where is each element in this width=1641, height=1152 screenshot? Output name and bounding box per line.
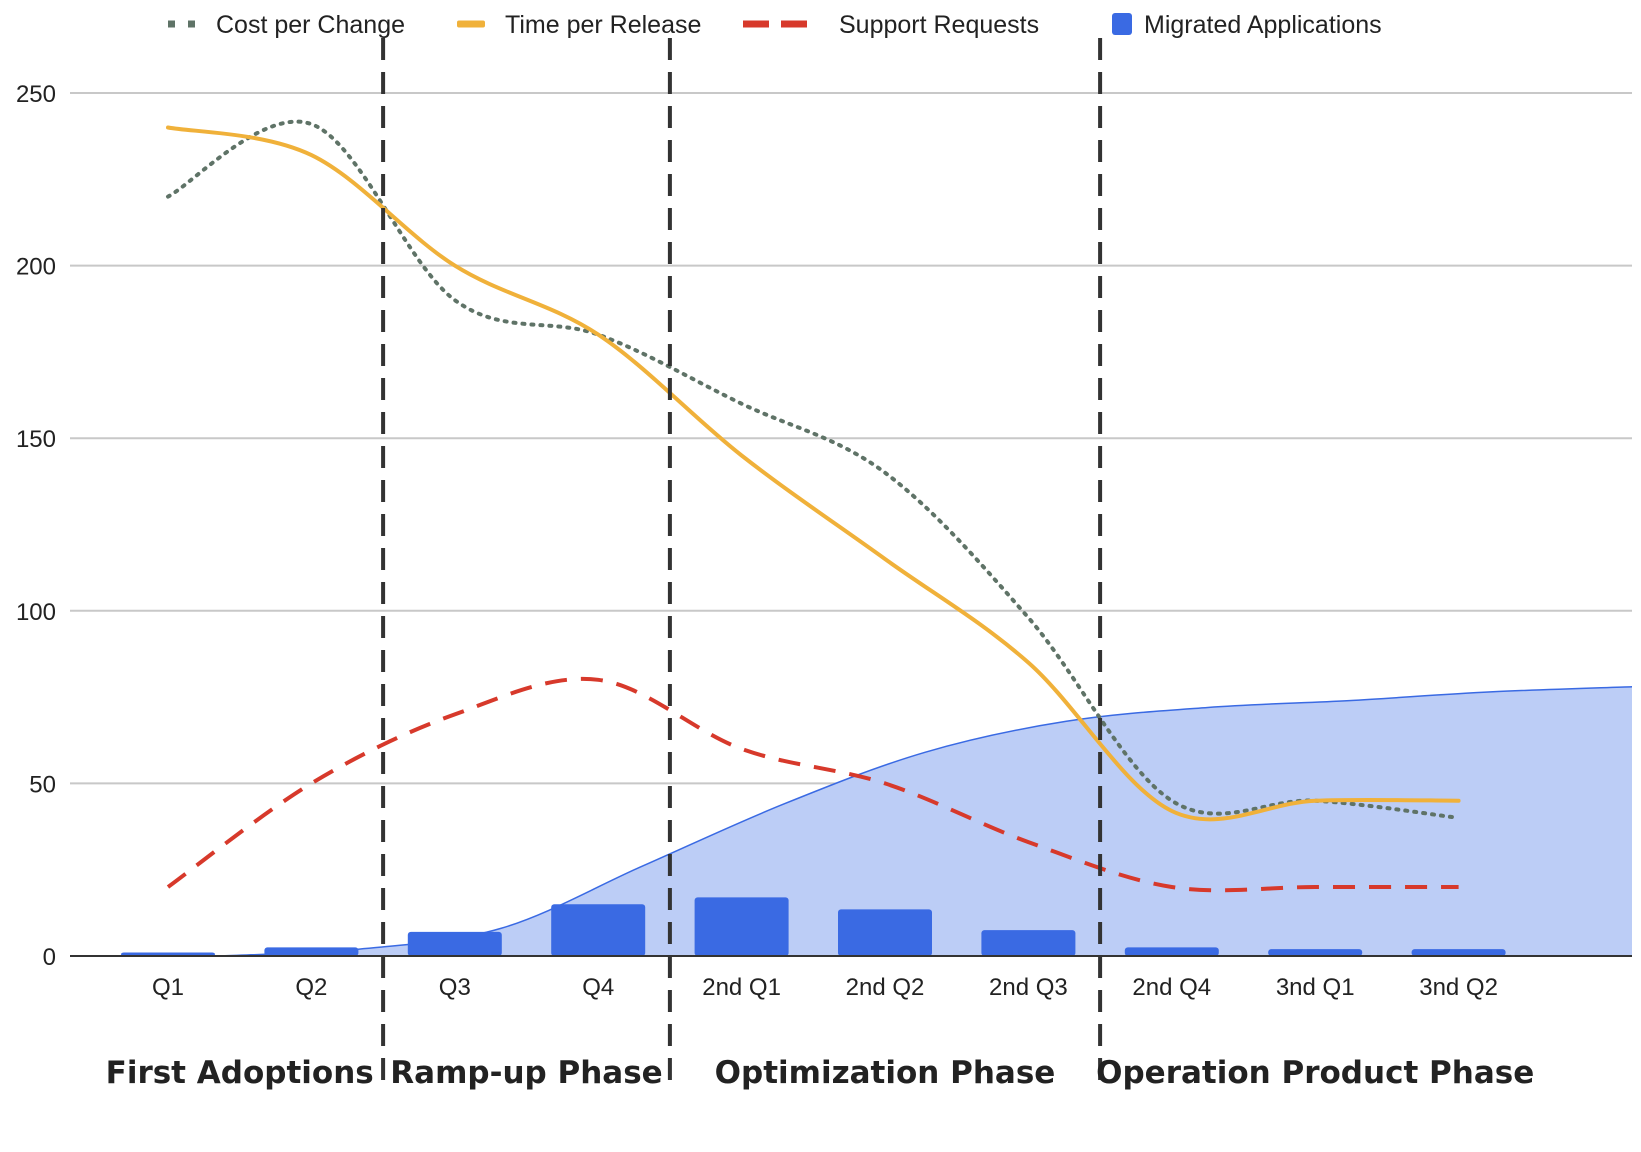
legend-label: Cost per Change xyxy=(216,11,405,39)
y-tick-label: 150 xyxy=(16,426,56,453)
legend-label: Support Requests xyxy=(839,11,1039,39)
x-tick-label: 2nd Q4 xyxy=(1132,974,1211,1001)
bar-5 xyxy=(838,909,932,956)
phase-label: Operation Product Phase xyxy=(1096,1055,1534,1091)
x-tick-label: 2nd Q3 xyxy=(989,974,1068,1001)
x-tick-label: 3nd Q1 xyxy=(1276,974,1355,1001)
y-tick-label: 50 xyxy=(29,771,56,798)
bar-6 xyxy=(981,930,1076,956)
phase-label: First Adoptions xyxy=(106,1055,374,1091)
y-tick-label: 250 xyxy=(16,81,56,108)
series-line-cost-per-change xyxy=(166,119,1461,820)
x-tick-label: Q3 xyxy=(439,974,471,1001)
bar-4 xyxy=(694,897,789,956)
legend-label: Time per Release xyxy=(505,11,701,39)
legend-label: Migrated Applications xyxy=(1144,11,1382,39)
x-tick-label: 2nd Q1 xyxy=(702,974,781,1001)
legend-swatch xyxy=(457,20,485,28)
legend-swatch xyxy=(188,20,195,28)
legend-item[interactable]: Time per Release xyxy=(457,11,701,39)
legend-item[interactable]: Cost per Change xyxy=(168,11,405,39)
x-tick-label: Q1 xyxy=(152,974,184,1001)
legend-item[interactable]: Migrated Applications xyxy=(1112,11,1382,39)
legend-swatch xyxy=(168,20,175,28)
bar-2 xyxy=(407,931,502,956)
label-layer: First Adoptions Ramp-up Phase Optimization… xyxy=(106,1055,1535,1091)
bar-layer xyxy=(121,897,1506,956)
phase-label: Optimization Phase xyxy=(715,1055,1056,1091)
series-line-support-requests xyxy=(166,676,1459,893)
bar-9 xyxy=(1411,949,1506,956)
bar-3 xyxy=(551,904,646,956)
series-line-time-per-release xyxy=(166,125,1461,822)
bar-1 xyxy=(264,947,359,956)
legend-layer: Cost per Change Time per Release Support R… xyxy=(168,11,1382,39)
phase-label: Ramp-up Phase xyxy=(390,1055,662,1091)
legend-swatch xyxy=(1112,13,1132,35)
y-tick-label: 100 xyxy=(16,599,56,626)
line-layer xyxy=(166,119,1461,893)
bar-8 xyxy=(1268,949,1363,956)
y-tick-label: 0 xyxy=(43,944,56,971)
bar-7 xyxy=(1124,947,1219,956)
x-tick-label: Q4 xyxy=(582,974,614,1001)
x-tick-label: 2nd Q2 xyxy=(846,974,925,1001)
x-tick-label: Q2 xyxy=(295,974,327,1001)
legend-swatch xyxy=(781,20,807,28)
y-tick-label: 200 xyxy=(16,254,56,281)
legend-swatch xyxy=(743,20,769,28)
axis-layer: 0 50 100 150 200 250 Q1 Q2 Q3 Q4 2nd Q1 2nd Q2 2nd Q… xyxy=(16,81,1632,1001)
legend-item[interactable]: Support Requests xyxy=(743,11,1039,39)
separator-layer xyxy=(381,38,1103,1080)
grid-layer xyxy=(70,92,1632,785)
x-tick-label: 3nd Q2 xyxy=(1419,974,1498,1001)
